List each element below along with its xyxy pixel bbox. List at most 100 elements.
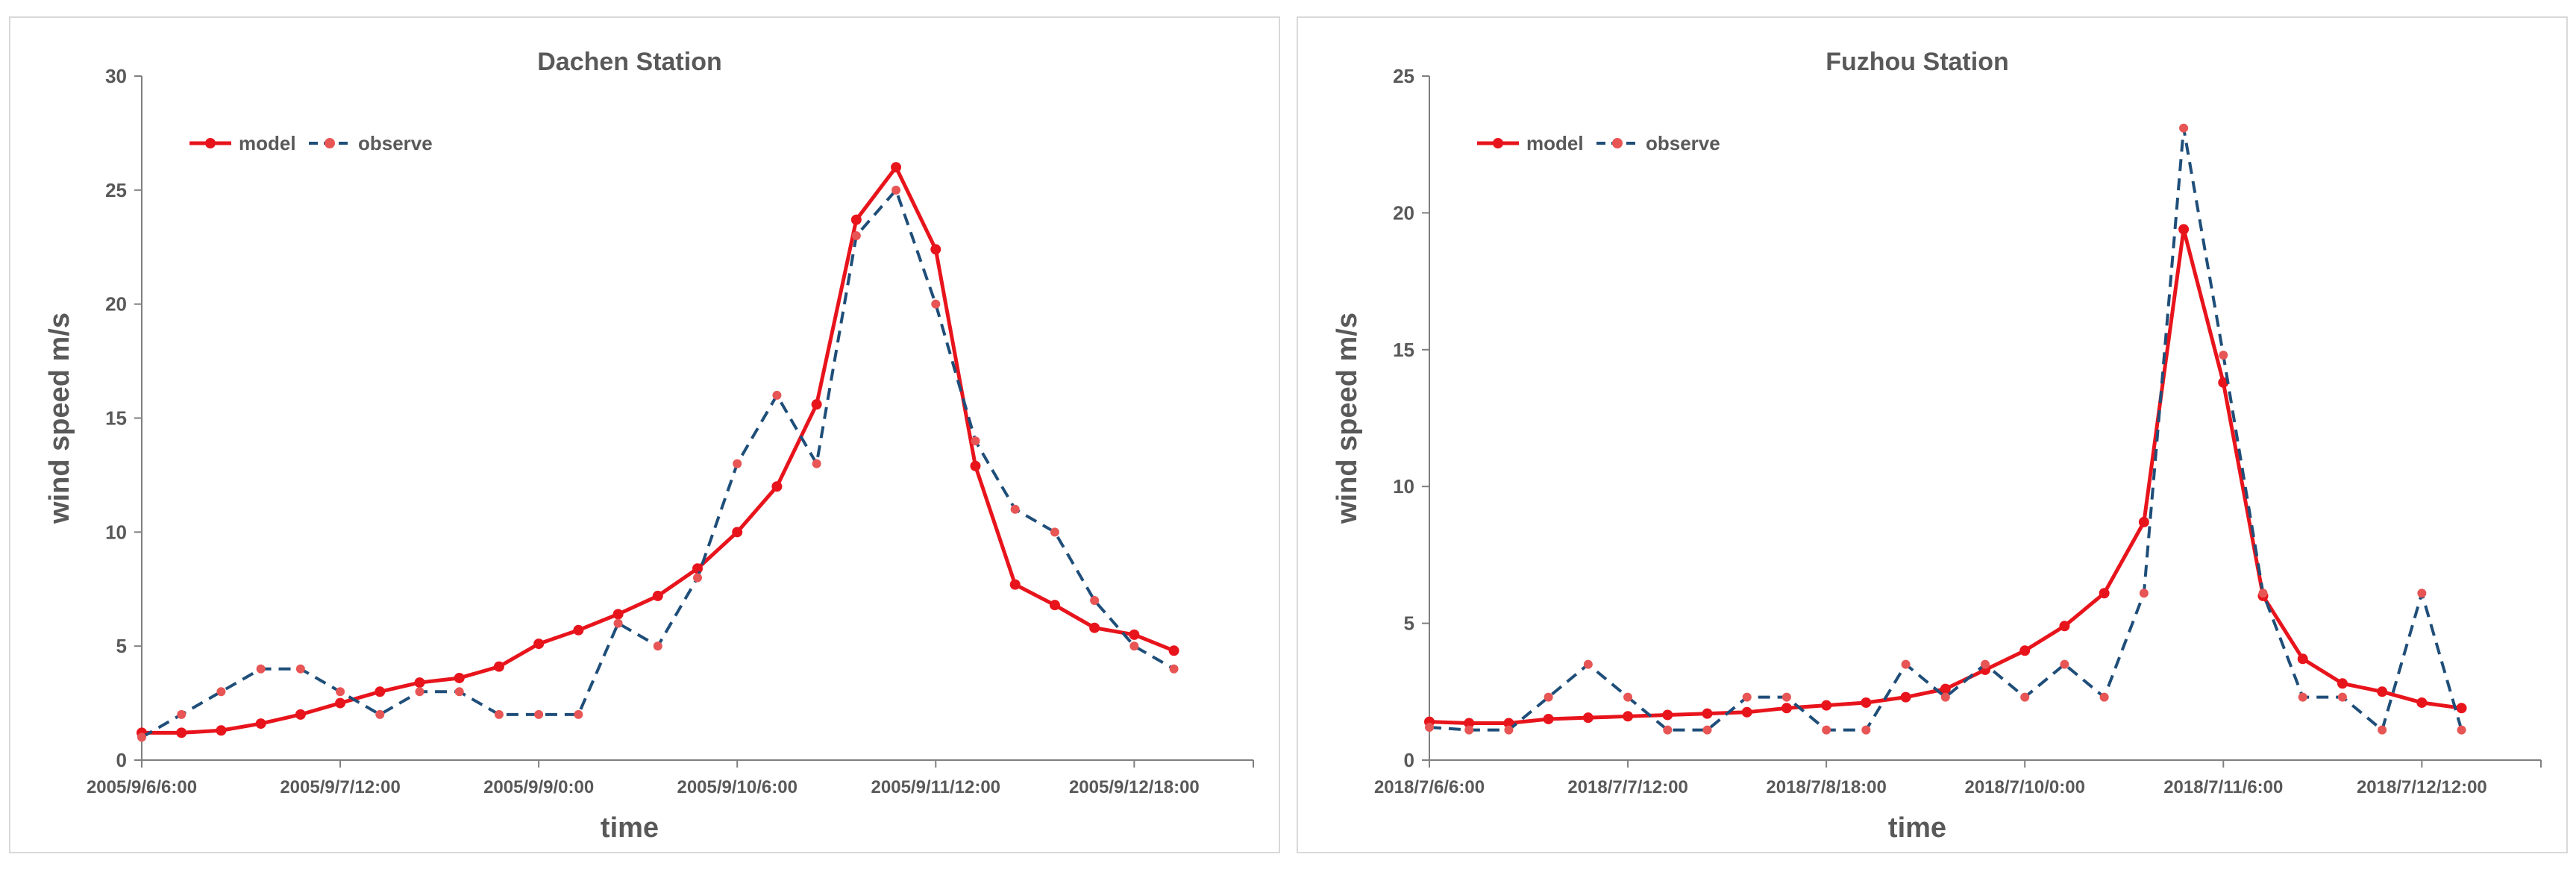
data-point-observe <box>1742 692 1752 702</box>
data-point-model <box>335 697 346 709</box>
data-point-model <box>295 709 306 720</box>
x-axis-label: time <box>1888 812 1946 844</box>
data-point-observe <box>1169 664 1179 674</box>
data-point-observe <box>1010 504 1020 514</box>
data-point-observe <box>812 459 821 468</box>
y-tick-label: 25 <box>105 179 127 201</box>
data-point-model <box>732 527 743 538</box>
data-point-observe <box>971 436 980 446</box>
data-point-model <box>2297 653 2308 665</box>
data-point-observe <box>1702 725 1712 735</box>
x-tick-label: 2018/7/10/0:00 <box>1964 777 2084 797</box>
data-point-model <box>1781 703 1792 714</box>
data-point-model <box>1582 712 1593 724</box>
data-point-model <box>811 399 822 410</box>
data-point-observe <box>891 185 901 195</box>
x-tick-label: 2005/9/11/12:00 <box>871 777 1001 797</box>
data-point-model <box>1049 600 1060 611</box>
data-point-observe <box>1861 725 1871 735</box>
legend-label-observe: observe <box>1646 132 1720 154</box>
chart-dachen: Dachen Station 0 5 10 15 20 25 30 2005/9/6/6:00 2… <box>44 48 1254 844</box>
x-tick-label: 2005/9/10/6:00 <box>677 777 797 797</box>
data-point-model <box>2218 377 2229 388</box>
data-point-observe <box>1623 692 1633 702</box>
data-point-model <box>454 672 465 683</box>
y-tick-label: 20 <box>1393 201 1414 224</box>
data-point-model <box>216 725 227 736</box>
data-point-model <box>2178 224 2190 235</box>
legend-marker-observe <box>325 138 335 148</box>
data-point-model <box>533 639 545 650</box>
x-tick-label: 2018/7/11/6:00 <box>2163 777 2283 797</box>
data-point-model <box>2099 588 2110 599</box>
data-point-model <box>692 563 703 574</box>
data-point-model <box>1623 711 1634 722</box>
data-point-model <box>1741 706 1752 718</box>
data-point-model <box>1464 718 1475 729</box>
chart-panel-fuzhou: Fuzhou Station 0 5 10 15 20 25 2018/7/6/6:00 201… <box>1297 16 2568 853</box>
data-point-model <box>1129 629 1140 640</box>
chart-title: Fuzhou Station <box>1826 48 2009 76</box>
y-tick-label: 10 <box>1393 475 1414 498</box>
data-point-observe <box>534 709 544 719</box>
data-point-observe <box>336 687 345 697</box>
legend-marker-observe <box>1612 138 1623 148</box>
data-point-model <box>1940 683 1951 694</box>
data-point-observe <box>1129 641 1139 651</box>
y-tick-label: 15 <box>1393 339 1414 361</box>
y-tick-label: 0 <box>116 749 127 771</box>
data-point-observe <box>2139 589 2149 598</box>
data-point-observe <box>2099 692 2109 702</box>
data-point-observe <box>177 709 187 719</box>
data-point-model <box>970 460 981 471</box>
series-line-observe <box>1429 126 2463 732</box>
data-point-observe <box>1940 692 1950 702</box>
data-point-model <box>1168 645 1179 656</box>
data-point-observe <box>1981 659 1990 669</box>
data-point-observe <box>1425 722 1434 732</box>
x-tick-label: 2018/7/7/12:00 <box>1567 777 1687 797</box>
data-point-model <box>2456 703 2467 714</box>
x-tick-label: 2018/7/6/6:00 <box>1374 777 1485 797</box>
data-point-model <box>1543 713 1554 724</box>
data-point-observe <box>2417 589 2427 598</box>
data-point-observe <box>1901 659 1911 669</box>
y-tick-label: 0 <box>1404 749 1414 771</box>
data-point-model <box>493 661 504 672</box>
data-point-observe <box>1822 725 1831 735</box>
y-axis-label: wind speed m/s <box>1332 313 1363 524</box>
data-point-model <box>891 162 902 173</box>
data-point-model <box>1821 700 1832 711</box>
data-point-observe <box>454 687 464 697</box>
legend-marker-model <box>205 138 216 148</box>
data-point-model <box>771 481 783 492</box>
chart-fuzhou: Fuzhou Station 0 5 10 15 20 25 2018/7/6/6:00 201… <box>1332 48 2542 844</box>
data-point-observe <box>1504 725 1514 735</box>
data-point-model <box>2377 686 2388 697</box>
y-tick-label: 25 <box>1393 65 1414 87</box>
x-tick-label: 2005/9/6/6:00 <box>87 777 197 797</box>
data-point-model <box>2019 645 2031 656</box>
chart-panel-dachen: Dachen Station 0 5 10 15 20 25 30 2005/9/6/6:00 2… <box>9 16 1280 853</box>
chart-title: Dachen Station <box>537 48 721 76</box>
data-point-observe <box>772 390 782 400</box>
data-point-observe <box>216 687 226 697</box>
y-tick-label: 5 <box>116 635 127 657</box>
legend-label-observe: observe <box>358 132 433 154</box>
data-point-observe <box>494 709 504 719</box>
series-line-observe <box>141 188 1175 739</box>
data-point-observe <box>2020 692 2030 702</box>
x-tick-label: 2018/7/8/18:00 <box>1766 777 1886 797</box>
legend-marker-model <box>1493 138 1503 148</box>
data-point-model <box>1662 709 1673 721</box>
legend-label-model: model <box>1526 132 1584 154</box>
data-point-observe <box>415 687 424 697</box>
data-point-model <box>255 718 266 730</box>
data-point-observe <box>2258 589 2268 598</box>
y-tick-label: 5 <box>1404 612 1414 635</box>
y-tick-label: 10 <box>105 521 127 543</box>
data-point-model <box>2416 697 2428 708</box>
data-point-observe <box>2219 351 2228 360</box>
data-point-observe <box>2378 725 2387 735</box>
data-point-observe <box>375 709 385 719</box>
